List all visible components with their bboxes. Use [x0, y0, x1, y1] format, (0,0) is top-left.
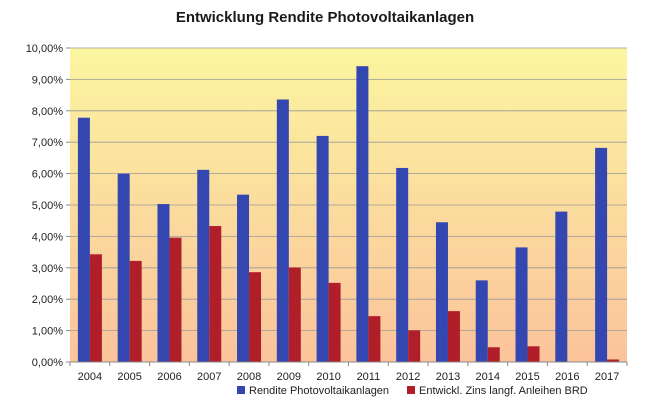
bar-rendite-2017: [595, 147, 608, 362]
x-tick-label: 2006: [157, 371, 181, 383]
bar-rendite-2009: [276, 99, 289, 362]
x-tick-label: 2007: [197, 371, 221, 383]
bar-zins-2005: [129, 260, 142, 362]
y-tick-label: 6,00%: [32, 169, 63, 181]
y-tick-label: 4,00%: [32, 231, 63, 243]
bar-rendite-2014: [475, 280, 488, 362]
x-tick-label: 2017: [595, 371, 619, 383]
chart-title: Entwicklung Rendite Photovoltaikanlagen: [176, 9, 474, 26]
legend-swatch: [407, 386, 415, 394]
y-tick-label: 0,00%: [32, 357, 63, 369]
bar-zins-2014: [487, 347, 500, 362]
bar-zins-2006: [169, 237, 182, 362]
bar-rendite-2015: [515, 247, 528, 362]
legend-swatch: [237, 386, 245, 394]
x-tick-label: 2013: [436, 371, 460, 383]
y-tick-label: 7,00%: [32, 137, 63, 149]
bar-rendite-2016: [555, 211, 568, 362]
bar-zins-2015: [527, 346, 540, 362]
y-axis-tick-labels: 0,00% 1,00% 2,00% 3,00% 4,00% 5,00% 6,00% 7,00%…: [26, 43, 64, 369]
x-tick-label: 2015: [515, 371, 539, 383]
bar-rendite-2007: [197, 169, 210, 362]
bar-zins-2009: [288, 267, 301, 362]
y-tick-label: 1,00%: [32, 326, 63, 338]
x-tick-label: 2009: [277, 371, 301, 383]
bar-zins-2011: [368, 316, 381, 362]
bar-rendite-2011: [356, 66, 369, 362]
y-tick-label: 9,00%: [32, 74, 63, 86]
y-tick-label: 2,00%: [32, 294, 63, 306]
bar-rendite-2004: [77, 117, 90, 362]
bar-zins-2013: [447, 311, 460, 362]
x-tick-label: 2012: [396, 371, 420, 383]
bar-rendite-2008: [237, 194, 250, 362]
bar-rendite-2012: [396, 167, 409, 362]
y-tick-label: 8,00%: [32, 106, 63, 118]
bars: [77, 66, 620, 362]
bar-zins-2007: [209, 226, 222, 362]
bar-zins-2010: [328, 282, 341, 362]
bar-rendite-2010: [316, 135, 329, 362]
bar-zins-2012: [408, 330, 421, 362]
bar-zins-2008: [249, 272, 262, 362]
bar-rendite-2013: [435, 222, 448, 362]
x-tick-label: 2014: [476, 371, 500, 383]
legend-label: Entwickl. Zins langf. Anleihen BRD: [419, 385, 588, 397]
bar-rendite-2006: [157, 204, 170, 362]
y-tick-label: 5,00%: [32, 200, 63, 212]
y-tick-label: 10,00%: [26, 43, 64, 55]
y-tick-label: 3,00%: [32, 263, 63, 275]
x-tick-label: 2011: [357, 371, 381, 383]
legend-label: Rendite Photovoltaikanlagen: [249, 385, 389, 397]
bar-zins-2004: [89, 254, 102, 362]
bar-rendite-2005: [117, 173, 130, 362]
x-tick-label: 2010: [316, 371, 340, 383]
x-tick-label: 2008: [237, 371, 261, 383]
x-tick-label: 2016: [555, 371, 579, 383]
x-axis-tick-labels: 2004 2005 2006 2007 2008 2009 2010 2011 2012 2013…: [69, 362, 628, 383]
legend: Rendite Photovoltaikanlagen Entwickl. Zin…: [237, 385, 588, 397]
x-tick-label: 2005: [117, 371, 141, 383]
x-tick-label: 2004: [78, 371, 102, 383]
bar-zins-2017: [607, 359, 620, 362]
